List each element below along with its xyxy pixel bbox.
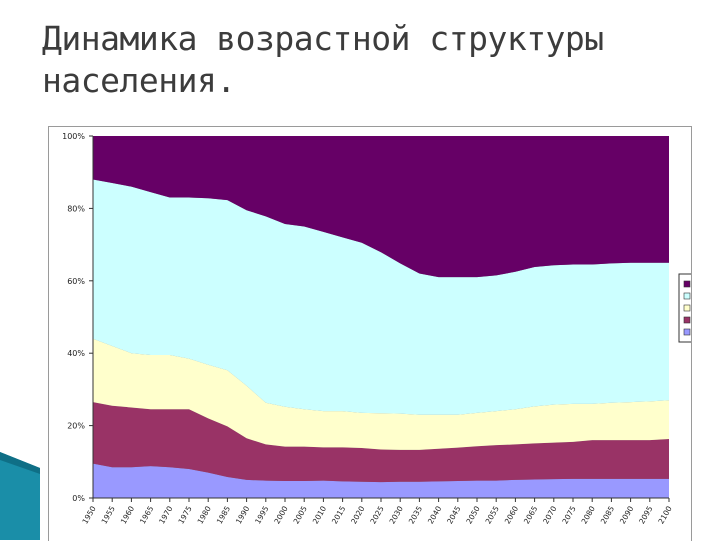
legend-swatch-60+ [683, 280, 691, 288]
x-tick-label: 2035 [407, 504, 424, 525]
plot-area [93, 136, 669, 498]
area-series-15-24 [93, 338, 669, 450]
x-tick-label: 1950 [80, 504, 97, 525]
x-tick-label: 2025 [368, 504, 385, 525]
slide-title-line-1: Динамика возрастной структуры [42, 19, 604, 58]
x-tick-label: 1980 [196, 504, 213, 525]
area-series-25-59 [93, 179, 669, 415]
legend-swatch-0-4 [683, 328, 691, 336]
x-tick-label: 2080 [580, 504, 597, 525]
x-tick-label: 2085 [599, 504, 616, 525]
x-tick-label: 1985 [215, 504, 232, 525]
area-series-0-4 [93, 463, 669, 498]
chart-area: 0% 20% 40% 60% 80% 100% 1950 1955 1960 1965 1970 1… [48, 126, 692, 541]
area-series-60+ [93, 136, 669, 278]
legend-swatch-15-24 [683, 304, 691, 312]
slide-title-line-2: населения. [42, 61, 236, 100]
x-tick-label: 2090 [618, 504, 635, 525]
y-tick-label: 40% [67, 349, 85, 358]
x-tick-label: 2070 [541, 504, 558, 525]
x-axis: 1950 1955 1960 1965 1970 1975 1980 1985 1990 1995… [80, 497, 674, 526]
x-tick-label: 1970 [157, 504, 174, 525]
x-tick-label: 1965 [138, 504, 155, 525]
x-tick-label: 2100 [656, 504, 673, 525]
x-tick-label: 2065 [522, 504, 539, 525]
slide-title: Динамика возрастной структуры населения. [42, 18, 702, 102]
x-tick-label: 2060 [503, 504, 520, 525]
x-tick-label: 2040 [426, 504, 443, 525]
x-tick-label: 1975 [176, 504, 193, 525]
y-axis: 0% 20% 40% 60% 80% 100% [62, 132, 94, 503]
x-tick-label: 2005 [292, 504, 309, 525]
corner-decoration [0, 452, 40, 540]
x-tick-label: 1995 [253, 504, 270, 525]
x-tick-label: 1955 [100, 504, 117, 525]
x-tick-label: 2045 [445, 504, 462, 525]
x-tick-label: 1960 [119, 504, 136, 525]
y-tick-label: 0% [72, 494, 85, 503]
x-tick-label: 2075 [560, 504, 577, 525]
x-tick-label: 2000 [272, 504, 289, 525]
x-tick-label: 2015 [330, 504, 347, 525]
x-tick-label: 1990 [234, 504, 251, 525]
x-tick-label: 2055 [484, 504, 501, 525]
legend-swatch-5-14 [683, 316, 691, 324]
x-tick-label: 2050 [464, 504, 481, 525]
x-tick-label: 2095 [637, 504, 654, 525]
x-tick-label: 2020 [349, 504, 366, 525]
area-series-5-14 [93, 402, 669, 483]
x-tick-label: 2010 [311, 504, 328, 525]
y-tick-label: 20% [67, 422, 85, 431]
y-tick-label: 100% [62, 132, 85, 141]
legend-swatch-25-59 [683, 292, 691, 300]
legend: 60+25-5915-245-140-4 [678, 273, 691, 343]
x-tick-label: 2030 [388, 504, 405, 525]
y-tick-label: 80% [67, 204, 85, 213]
y-tick-label: 60% [67, 277, 85, 286]
stacked-area-chart: 0%20%40%60%80%100% 1950 1955 1960 1965 1970 1… [62, 132, 691, 526]
